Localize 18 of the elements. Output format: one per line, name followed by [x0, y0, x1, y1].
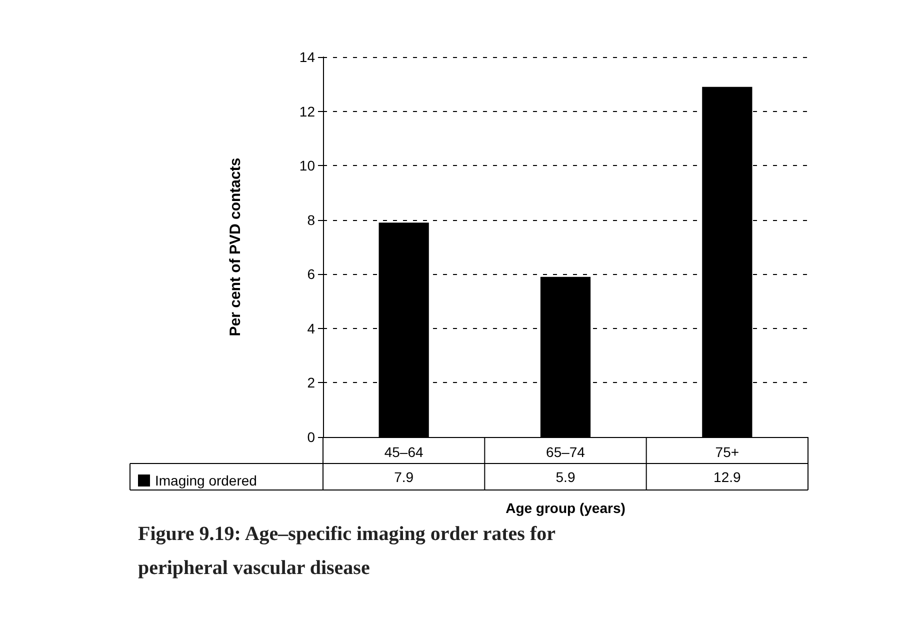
x-tick-label: 45–64	[384, 444, 424, 460]
y-tick-label: 4	[307, 320, 316, 336]
legend-label: Imaging ordered	[155, 472, 257, 488]
data-label: 5.9	[556, 468, 576, 485]
x-axis-title: Age group (years)	[506, 500, 626, 516]
y-tick-label: 10	[299, 158, 316, 174]
x-tick-label: 75+	[715, 444, 740, 460]
data-label: 7.9	[394, 468, 414, 485]
y-tick-label: 14	[299, 49, 316, 65]
y-tick-label: 8	[307, 212, 316, 228]
y-tick-label: 6	[307, 266, 316, 282]
y-axis-title: Per cent of PVD contacts	[227, 158, 244, 336]
y-tick-label: 0	[307, 429, 316, 445]
x-tick-label: 65–74	[546, 444, 586, 460]
text: Figure 9.19: Age–specific imaging order rates for peripheral vascular disease	[138, 523, 560, 579]
y-tick-label: 2	[307, 374, 316, 391]
data-label: 12.9	[714, 468, 742, 485]
y-tick-label: 12	[299, 103, 316, 120]
